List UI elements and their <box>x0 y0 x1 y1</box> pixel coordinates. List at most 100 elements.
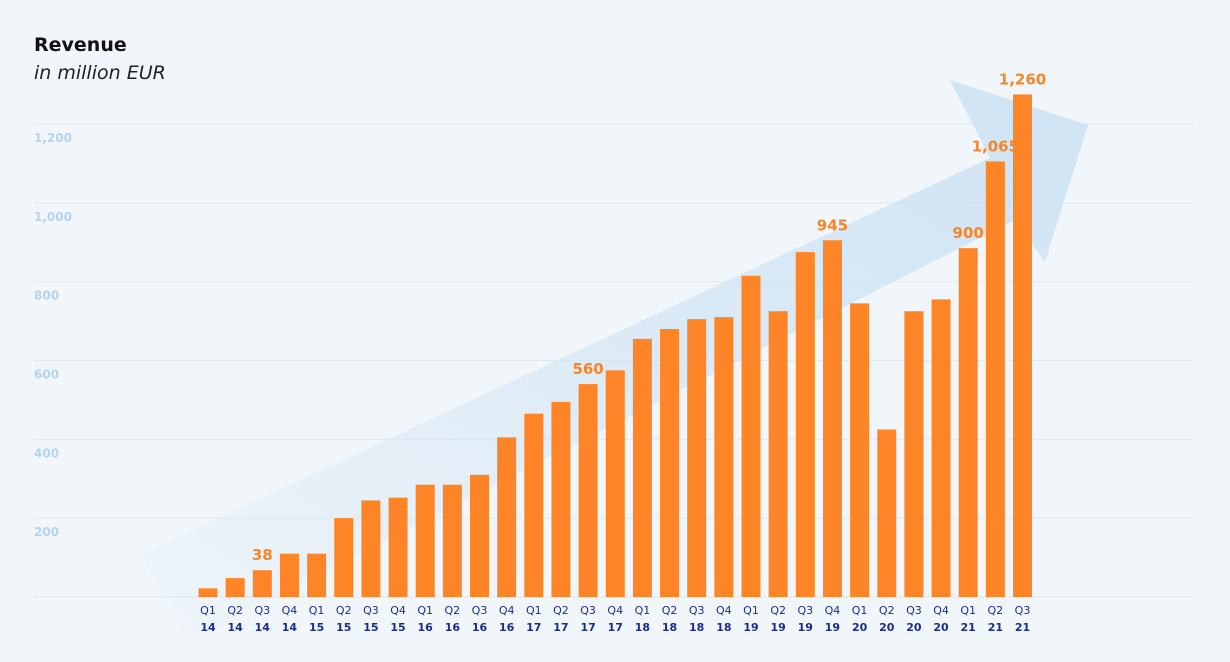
bar <box>768 311 788 597</box>
bar <box>687 319 707 597</box>
x-tick-quarter: Q2 <box>662 604 678 617</box>
x-tick-quarter: Q4 <box>825 604 841 617</box>
data-label: 38 <box>252 546 273 564</box>
x-tick-year: 14 <box>255 621 271 634</box>
x-tick-year: 20 <box>933 621 949 634</box>
x-tick-quarter: Q4 <box>933 604 949 617</box>
x-tick-year: 16 <box>472 621 488 634</box>
x-tick-year: 21 <box>1015 621 1030 634</box>
bar <box>361 500 381 597</box>
data-label: 1,260 <box>999 70 1046 88</box>
bar <box>931 299 951 597</box>
x-tick-year: 18 <box>635 621 650 634</box>
x-tick-quarter: Q4 <box>282 604 298 617</box>
y-tick-label: 1,000 <box>34 210 72 224</box>
y-tick-label: 200 <box>34 525 59 539</box>
x-tick-quarter: Q1 <box>200 604 216 617</box>
x-tick-year: 16 <box>418 621 434 634</box>
x-tick-year: 16 <box>445 621 461 634</box>
bar <box>985 161 1005 597</box>
bar <box>551 401 571 597</box>
x-tick-quarter: Q3 <box>472 604 488 617</box>
x-tick-quarter: Q1 <box>309 604 325 617</box>
x-tick-quarter: Q2 <box>770 604 786 617</box>
x-tick-quarter: Q4 <box>499 604 515 617</box>
x-tick-quarter: Q2 <box>336 604 352 617</box>
bar <box>497 437 517 597</box>
chart-subtitle: in million EUR <box>34 62 166 84</box>
y-tick-label: 400 <box>34 446 59 460</box>
x-tick-quarter: Q1 <box>743 604 759 617</box>
x-tick-quarter: Q3 <box>906 604 922 617</box>
x-tick-year: 18 <box>689 621 704 634</box>
data-labels: 38 560 945 900 1,065 1,260 <box>252 70 1046 564</box>
x-tick-quarter: Q3 <box>254 604 270 617</box>
bar <box>795 252 815 597</box>
y-axis: 200 400 600 800 1,000 1,200 <box>34 131 72 539</box>
x-tick-year: 19 <box>798 621 813 634</box>
bars <box>198 94 1032 597</box>
data-label: 560 <box>572 360 603 378</box>
bar <box>252 570 272 597</box>
data-label: 900 <box>953 224 984 242</box>
x-tick-year: 21 <box>961 621 976 634</box>
x-tick-year: 15 <box>336 621 351 634</box>
x-tick-year: 19 <box>743 621 758 634</box>
bar <box>334 518 354 597</box>
x-tick-year: 17 <box>526 621 541 634</box>
x-tick-year: 14 <box>200 621 216 634</box>
bar <box>958 248 978 597</box>
bar <box>877 429 897 597</box>
bar <box>470 474 489 597</box>
bar <box>578 384 598 597</box>
y-tick-label: 600 <box>34 368 59 382</box>
bar <box>279 553 299 597</box>
x-tick-quarter: Q1 <box>417 604 433 617</box>
data-label: 945 <box>817 216 848 234</box>
bar <box>442 484 462 597</box>
x-tick-quarter: Q4 <box>390 604 406 617</box>
y-tick-label: 800 <box>34 289 59 303</box>
x-tick-year: 15 <box>390 621 405 634</box>
x-tick-year: 19 <box>825 621 840 634</box>
x-tick-year: 14 <box>227 621 243 634</box>
bar <box>225 578 245 597</box>
x-tick-year: 18 <box>662 621 677 634</box>
bar <box>741 275 761 597</box>
bar <box>660 328 680 597</box>
x-tick-year: 18 <box>716 621 731 634</box>
x-tick-quarter: Q1 <box>960 604 976 617</box>
x-tick-quarter: Q4 <box>607 604 623 617</box>
x-tick-quarter: Q4 <box>716 604 732 617</box>
bar <box>714 317 734 597</box>
bar <box>632 338 652 597</box>
x-tick-quarter: Q2 <box>227 604 243 617</box>
x-tick-year: 15 <box>309 621 324 634</box>
bar <box>605 370 625 597</box>
x-tick-quarter: Q2 <box>988 604 1004 617</box>
bar <box>850 303 870 597</box>
x-tick-year: 21 <box>988 621 1003 634</box>
bar <box>822 240 842 597</box>
x-tick-quarter: Q3 <box>363 604 379 617</box>
x-tick-year: 17 <box>553 621 568 634</box>
x-tick-year: 14 <box>282 621 298 634</box>
x-tick-quarter: Q1 <box>635 604 651 617</box>
x-tick-quarter: Q3 <box>689 604 705 617</box>
data-label: 1,065 <box>972 137 1019 155</box>
x-tick-quarter: Q2 <box>879 604 895 617</box>
x-tick-quarter: Q1 <box>852 604 868 617</box>
x-tick-year: 20 <box>906 621 922 634</box>
x-tick-year: 17 <box>580 621 595 634</box>
bar <box>198 588 218 597</box>
chart-title: Revenue <box>34 34 127 56</box>
bar <box>388 497 408 597</box>
x-tick-quarter: Q3 <box>797 604 813 617</box>
bar <box>524 413 544 597</box>
x-tick-year: 16 <box>499 621 515 634</box>
x-tick-year: 15 <box>363 621 378 634</box>
x-tick-quarter: Q3 <box>1015 604 1031 617</box>
bar <box>307 553 327 597</box>
